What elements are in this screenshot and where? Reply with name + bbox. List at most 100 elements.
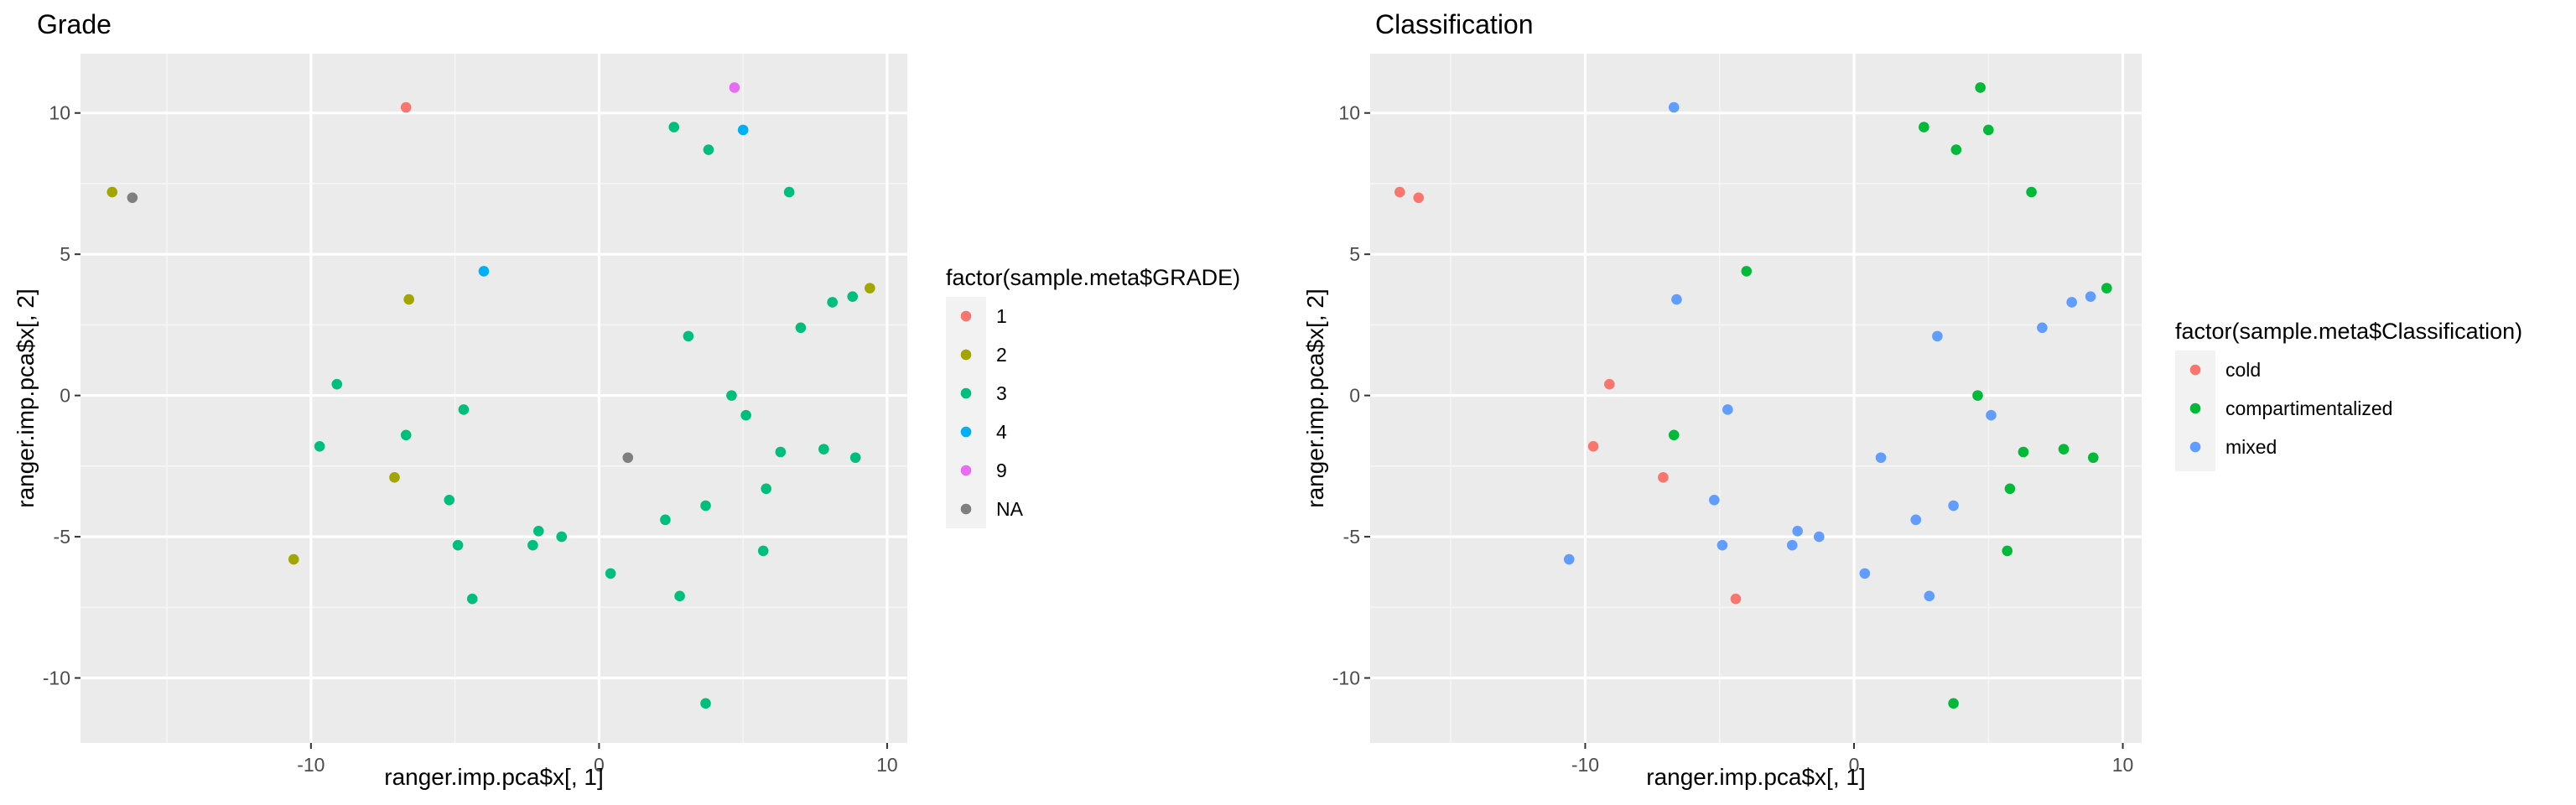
- grade-plot: Grade -10 0 10 -10 -5 0 5 10 ranger.imp.pca$x[,…: [13, 9, 1240, 790]
- grade-plot-point-2: [865, 283, 875, 293]
- grade-plot-point-3: [818, 444, 829, 454]
- classification-plot-point-compartimentalized: [1975, 82, 1986, 93]
- classification-plot-point-mixed: [1671, 293, 1682, 305]
- classification-plot-legend-title: factor(sample.meta$Classification): [2175, 319, 2522, 344]
- classification-plot-point-mixed: [1709, 494, 1720, 506]
- classification-plot-point-mixed: [1716, 539, 1728, 551]
- grade-plot-legend: factor(sample.meta$GRADE) 1 2 3 4 9 NA: [946, 265, 1240, 528]
- grade-plot-point-3: [660, 514, 671, 526]
- grade-plot-point-2: [389, 472, 400, 483]
- grade-plot-axes: -10 0 10 -10 -5 0 5 10: [43, 102, 898, 776]
- classification-plot: Classification -10 0 10 -10 -5 0 5 10 ranger.im…: [1302, 9, 2522, 790]
- grade-plot-point-3: [400, 429, 412, 441]
- grade-plot-y-axis-label: ranger.imp.pca$x[, 2]: [13, 288, 39, 507]
- classification-plot-legend-label-cold: cold: [2225, 359, 2261, 381]
- grade-plot-legend-label-na: NA: [996, 498, 1024, 520]
- classification-plot-points: [1394, 82, 2112, 709]
- classification-plot-point-cold: [1587, 440, 1599, 452]
- classification-plot-point-compartimentalized: [1982, 124, 1994, 136]
- grade-plot-y-tick-label: 0: [60, 385, 70, 407]
- grade-plot-point-4: [478, 266, 490, 277]
- grade-plot-legend-keys-background: [946, 297, 986, 528]
- grade-plot-points: [106, 82, 875, 709]
- classification-plot-legend-key-compartimentalized: [2189, 402, 2201, 414]
- classification-plot-point-mixed: [1875, 452, 1887, 464]
- classification-plot-panel: [1370, 54, 2142, 743]
- grade-plot-point-na: [622, 452, 634, 464]
- classification-plot-x-tick-label: -10: [1571, 754, 1599, 776]
- grade-plot-legend-label-4: 4: [996, 421, 1007, 443]
- grade-plot-point-3: [849, 452, 861, 464]
- grade-plot-x-tick-label: -10: [297, 754, 325, 776]
- classification-plot-point-compartimentalized: [2101, 283, 2112, 293]
- grade-plot-point-1: [400, 101, 412, 113]
- classification-plot-point-mixed: [1563, 553, 1575, 565]
- grade-plot-legend-key-3: [960, 387, 972, 399]
- grade-plot-legend-title: factor(sample.meta$GRADE): [946, 265, 1240, 290]
- grade-plot-point-3: [674, 590, 685, 602]
- grade-plot-point-3: [683, 330, 694, 342]
- grade-plot-point-3: [795, 322, 807, 334]
- classification-plot-y-tick-label: -5: [1343, 526, 1360, 548]
- grade-plot-legend-key-4: [960, 426, 972, 438]
- classification-plot-point-compartimentalized: [2018, 446, 2029, 458]
- grade-plot-legend-items: 1 2 3 4 9 NA: [960, 305, 1024, 520]
- classification-plot-point-compartimentalized: [1948, 698, 1959, 709]
- classification-plot-y-tick-label: 5: [1349, 243, 1360, 265]
- grade-plot-point-3: [532, 526, 544, 537]
- classification-plot-point-mixed: [1786, 539, 1798, 551]
- classification-plot-x-axis-label: ranger.imp.pca$x[, 1]: [1646, 764, 1865, 790]
- classification-plot-point-mixed: [1859, 568, 1871, 579]
- classification-plot-title: Classification: [1375, 9, 1534, 39]
- grade-plot-legend-key-2: [960, 349, 972, 361]
- classification-plot-gridlines: [1370, 54, 2142, 743]
- classification-plot-legend: factor(sample.meta$Classification) cold c…: [2175, 319, 2522, 471]
- grade-plot-legend-key-na: [960, 503, 972, 515]
- classification-plot-legend-label-compartimentalized: compartimentalized: [2225, 397, 2392, 419]
- grade-plot-point-3: [757, 545, 769, 557]
- grade-plot-point-3: [458, 404, 470, 415]
- grade-plot-point-3: [700, 698, 711, 709]
- classification-plot-point-cold: [1413, 192, 1425, 204]
- grade-plot-y-tick-label: 10: [49, 102, 70, 124]
- grade-plot-point-3: [556, 531, 568, 543]
- grade-plot-point-3: [847, 291, 859, 303]
- classification-plot-point-mixed: [1924, 590, 1935, 602]
- grade-plot-point-3: [700, 500, 711, 512]
- classification-plot-point-compartimentalized: [1741, 266, 1753, 277]
- classification-plot-point-compartimentalized: [1919, 122, 1929, 132]
- classification-plot-point-mixed: [1722, 404, 1733, 415]
- grade-plot-point-3: [444, 494, 455, 506]
- classification-plot-y-tick-label: 10: [1338, 102, 1360, 124]
- classification-plot-x-tick-label: 0: [1849, 754, 1860, 776]
- classification-plot-point-compartimentalized: [2026, 186, 2037, 198]
- grade-plot-legend-key-9: [960, 465, 972, 476]
- grade-plot-point-4: [737, 124, 749, 136]
- grade-plot-point-2: [106, 186, 118, 198]
- classification-plot-point-compartimentalized: [1668, 429, 1680, 441]
- grade-plot-point-3: [740, 409, 751, 421]
- grade-plot-point-3: [314, 440, 325, 452]
- grade-plot-legend-label-9: 9: [996, 460, 1007, 481]
- grade-plot-legend-label-2: 2: [996, 344, 1007, 366]
- classification-plot-point-compartimentalized: [2002, 545, 2013, 557]
- classification-plot-point-cold: [1603, 378, 1615, 390]
- grade-plot-point-3: [452, 539, 464, 551]
- grade-plot-point-3: [761, 483, 771, 495]
- classification-plot-point-mixed: [1792, 526, 1803, 537]
- grade-plot-point-3: [775, 446, 787, 458]
- classification-plot-y-tick-label: 0: [1349, 385, 1360, 407]
- grade-plot-point-3: [827, 297, 838, 308]
- classification-plot-legend-key-mixed: [2189, 441, 2201, 453]
- classification-plot-point-compartimentalized: [2087, 452, 2099, 464]
- classification-plot-point-mixed: [1910, 514, 1922, 526]
- classification-plot-point-compartimentalized: [2058, 444, 2070, 454]
- classification-plot-point-compartimentalized: [1950, 144, 1962, 155]
- classification-plot-legend-key-cold: [2189, 364, 2201, 376]
- classification-plot-point-mixed: [1948, 500, 1959, 512]
- grade-plot-point-3: [668, 122, 680, 132]
- grade-plot-point-3: [605, 568, 616, 579]
- classification-plot-point-cold: [1394, 186, 1405, 198]
- grade-plot-point-3: [527, 539, 538, 551]
